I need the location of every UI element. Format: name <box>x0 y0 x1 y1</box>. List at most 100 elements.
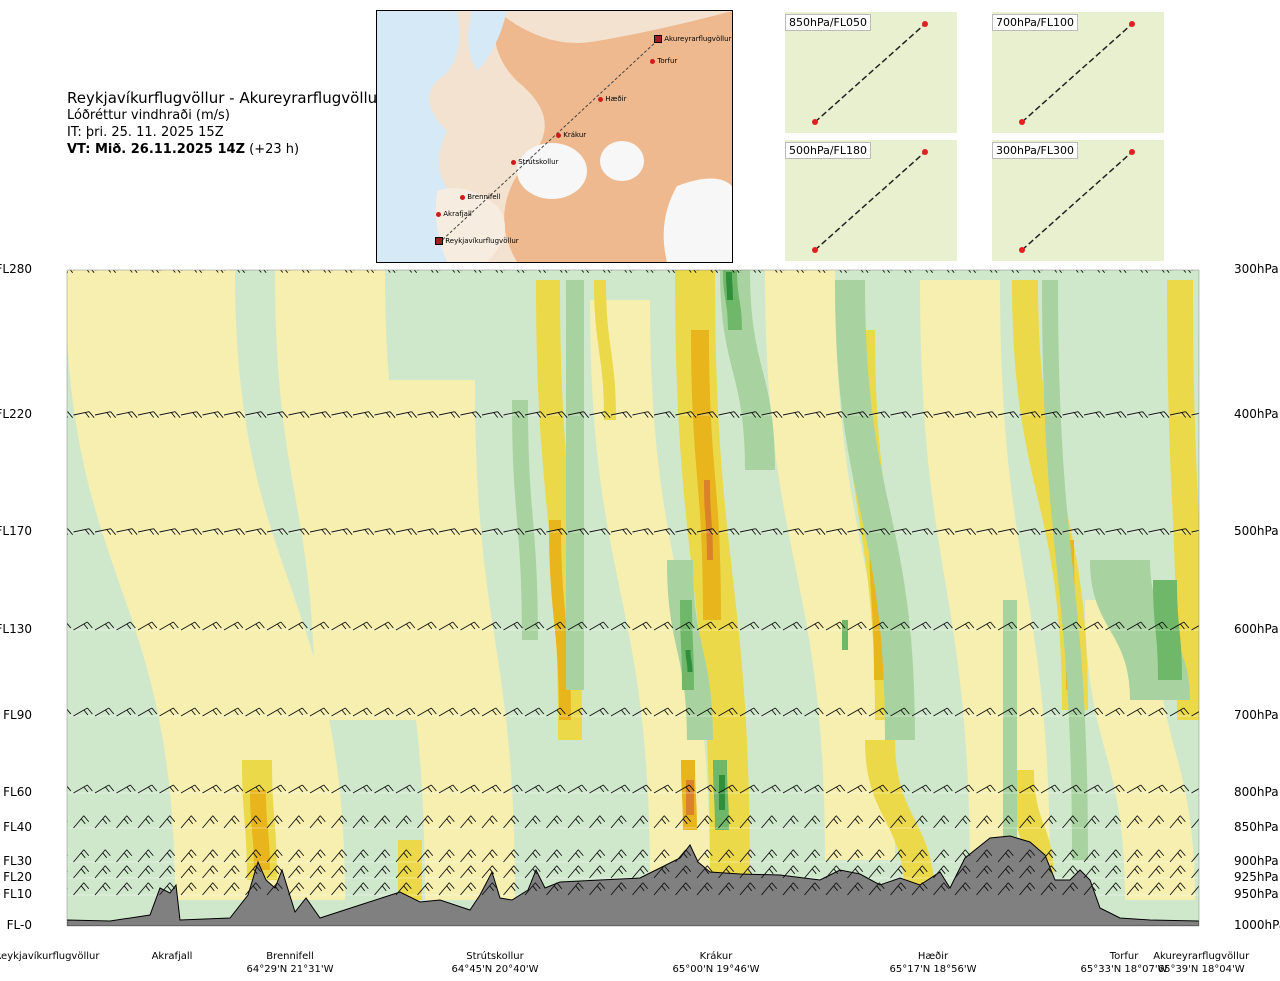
wind-barb <box>202 865 219 879</box>
wind-barb <box>137 411 159 418</box>
location-coord: 65°00'N 19°46'W <box>672 964 760 975</box>
wind-barb <box>868 411 890 418</box>
vertical-velocity-bands <box>67 270 1199 900</box>
wind-barb <box>1083 865 1100 879</box>
wind-barb <box>739 707 760 717</box>
fl-label-10: FL-0 <box>6 918 32 932</box>
wind-barb <box>1040 865 1057 879</box>
wind-barb <box>1062 849 1079 863</box>
wind-barb <box>395 865 412 879</box>
wind-barb <box>503 784 523 794</box>
wind-barb <box>245 815 262 829</box>
wind-barb <box>911 621 932 631</box>
wind-barb <box>395 621 416 631</box>
wind-barb <box>954 815 971 829</box>
wind-barb <box>503 882 520 896</box>
wind-barb <box>460 707 480 717</box>
location-label-4: Krákur 65°00'N 19°46'W <box>673 950 760 976</box>
wind-barb <box>1148 707 1168 717</box>
wind-barb <box>997 707 1018 717</box>
wind-barb <box>761 411 783 418</box>
mini-map-500: 500hPa/FL180 <box>785 140 957 261</box>
wind-barb <box>503 815 520 829</box>
wind-barb <box>718 707 738 717</box>
wind-barb <box>374 528 396 535</box>
wind-barb <box>395 882 412 896</box>
wind-barb <box>417 707 437 717</box>
wind-barb <box>266 849 283 863</box>
wind-barb <box>1191 818 1199 829</box>
issue-time: IT: þri. 25. 11. 2025 15Z <box>67 125 224 140</box>
wind-barb <box>632 528 654 535</box>
wind-barb <box>245 784 265 794</box>
fl-label-6: FL40 <box>3 820 32 834</box>
location-label-7: Akureyrarflugvöllur 65°39'N 18°04'W <box>1153 950 1249 976</box>
wind-barb <box>976 528 998 535</box>
wind-barb <box>911 865 928 879</box>
wind-barb <box>374 849 391 863</box>
wind-barb <box>567 815 584 829</box>
wind-barb <box>159 707 179 717</box>
wind-barb <box>1169 849 1186 863</box>
wind-barb <box>67 622 72 629</box>
wind-barb <box>137 621 158 631</box>
wind-barb <box>868 784 889 794</box>
wind-barb <box>266 411 288 418</box>
wind-barb <box>374 784 394 794</box>
wind-barb <box>1148 411 1170 418</box>
wind-barb <box>438 784 459 794</box>
wind-barb <box>94 815 111 829</box>
wind-barb <box>481 411 503 418</box>
wind-barb <box>1019 882 1036 896</box>
wind-barb <box>739 865 756 879</box>
wind-barb <box>94 784 115 794</box>
wind-barb <box>481 621 502 631</box>
wind-barb <box>1126 849 1143 863</box>
wind-barb <box>309 815 326 829</box>
wind-barb <box>1191 412 1199 416</box>
wind-barb <box>1019 784 1039 794</box>
wind-barb <box>331 784 351 794</box>
wind-barb <box>546 849 563 863</box>
variable-label: Lóðréttur vindhraði (m/s) <box>67 108 230 123</box>
wind-barb <box>847 411 869 418</box>
wind-barb <box>1169 815 1186 829</box>
wind-barb <box>804 882 821 896</box>
wind-barb <box>309 849 326 863</box>
hpa-label-4: 700hPa <box>1234 708 1279 722</box>
route-point-brennifell: Brennifell <box>460 193 501 201</box>
wind-barb <box>696 882 713 896</box>
wind-barb <box>868 707 889 717</box>
wind-barb <box>438 815 455 829</box>
wind-barb <box>761 707 781 717</box>
wind-barb <box>739 784 760 794</box>
wind-barb <box>653 707 674 717</box>
wind-barb <box>288 528 310 535</box>
wind-barb <box>739 882 756 896</box>
fl-label-7: FL30 <box>3 854 32 868</box>
wind-barb <box>976 411 998 418</box>
wind-barb <box>1105 784 1125 794</box>
updraft-strong-core-0 <box>691 330 721 620</box>
wind-barb <box>1126 784 1147 794</box>
wind-barb <box>911 528 933 535</box>
wind-barb <box>610 411 632 418</box>
route-point-akureyrarflugvollur: Akureyrarflugvöllur <box>654 35 731 43</box>
wind-barb <box>653 815 670 829</box>
wind-barb <box>675 849 692 863</box>
wind-barb <box>589 865 606 879</box>
wind-barb <box>868 865 885 879</box>
wind-barb <box>116 621 136 631</box>
wind-barb <box>890 865 907 879</box>
wind-barb <box>718 528 740 535</box>
wind-barb <box>804 621 824 631</box>
wind-barb <box>180 815 197 829</box>
wind-barb <box>395 707 416 717</box>
wind-barb <box>352 784 373 794</box>
wind-barb <box>352 815 369 829</box>
wind-barb <box>180 784 201 794</box>
wind-barb <box>94 865 111 879</box>
wind-barb <box>632 882 649 896</box>
wind-barb <box>245 882 262 896</box>
downdraft-mid-band-7 <box>1003 600 1017 880</box>
